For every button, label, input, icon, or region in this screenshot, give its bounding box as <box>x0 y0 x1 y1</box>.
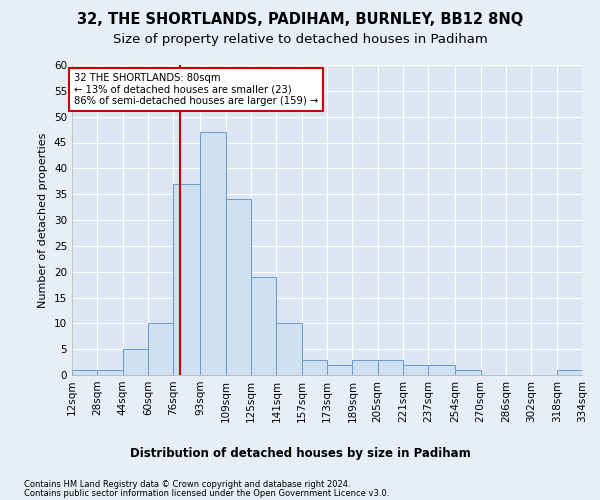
Text: Contains public sector information licensed under the Open Government Licence v3: Contains public sector information licen… <box>24 489 389 498</box>
Bar <box>327 364 352 375</box>
Text: 32 THE SHORTLANDS: 80sqm
← 13% of detached houses are smaller (23)
86% of semi-d: 32 THE SHORTLANDS: 80sqm ← 13% of detach… <box>74 72 318 106</box>
Bar <box>277 324 302 375</box>
Bar <box>377 360 403 375</box>
Text: Size of property relative to detached houses in Padiham: Size of property relative to detached ho… <box>113 32 487 46</box>
Bar <box>403 364 428 375</box>
Bar <box>122 349 148 375</box>
Bar <box>352 360 377 375</box>
Bar <box>455 370 481 375</box>
Bar <box>148 324 173 375</box>
Text: 32, THE SHORTLANDS, PADIHAM, BURNLEY, BB12 8NQ: 32, THE SHORTLANDS, PADIHAM, BURNLEY, BB… <box>77 12 523 28</box>
Bar <box>72 370 97 375</box>
Bar <box>97 370 122 375</box>
Y-axis label: Number of detached properties: Number of detached properties <box>38 132 49 308</box>
Bar <box>557 370 582 375</box>
Bar <box>226 200 251 375</box>
Text: Contains HM Land Registry data © Crown copyright and database right 2024.: Contains HM Land Registry data © Crown c… <box>24 480 350 489</box>
Bar <box>428 364 455 375</box>
Bar <box>302 360 327 375</box>
Text: Distribution of detached houses by size in Padiham: Distribution of detached houses by size … <box>130 448 470 460</box>
Bar <box>200 132 226 375</box>
Bar <box>173 184 200 375</box>
Bar <box>251 277 277 375</box>
